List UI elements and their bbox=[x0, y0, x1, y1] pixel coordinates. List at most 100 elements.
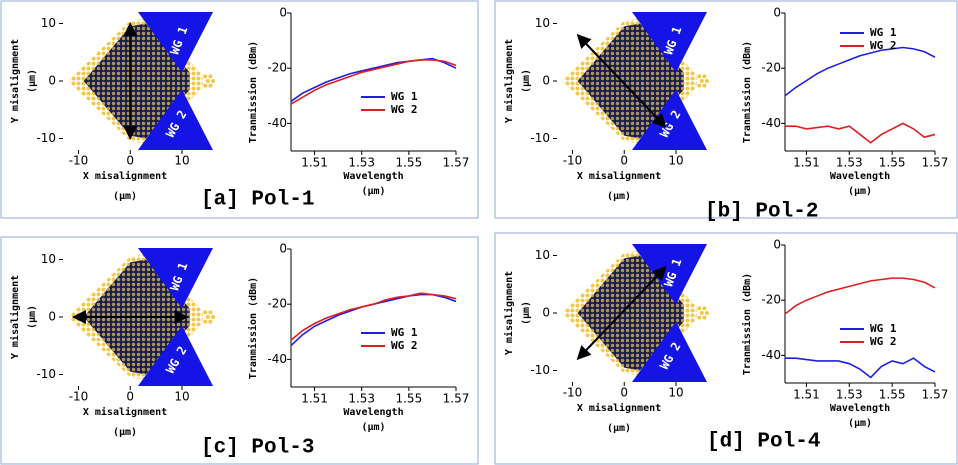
y-tick-label: -40 bbox=[761, 348, 781, 362]
x-tick-label: 1.51 bbox=[793, 388, 820, 402]
legend-label: WG 2 bbox=[391, 103, 418, 116]
panel-border bbox=[495, 233, 957, 464]
y-tick-label: -20 bbox=[267, 61, 287, 75]
x-tick-label: 1.55 bbox=[395, 156, 422, 170]
taper-dot bbox=[700, 311, 704, 315]
legend-label: WG 1 bbox=[870, 26, 897, 39]
taper-dot bbox=[697, 306, 701, 310]
panel: WG 1WG 2-10010-10010X misalignment(μm)Y … bbox=[1, 237, 478, 464]
series-line bbox=[785, 48, 935, 96]
taper-dot bbox=[206, 79, 210, 83]
taper-dot bbox=[203, 320, 207, 324]
y-tick-label: -40 bbox=[761, 116, 781, 130]
series-line bbox=[785, 358, 935, 377]
x-tick-label: 1.57 bbox=[443, 392, 470, 406]
y-tick-label: -10 bbox=[530, 363, 550, 377]
y-tick-label: 0 bbox=[48, 74, 56, 88]
taper-dot bbox=[705, 79, 709, 83]
x-tick-label: 10 bbox=[668, 154, 683, 168]
taper-dot bbox=[206, 315, 210, 319]
x-tick-label: 1.55 bbox=[879, 156, 906, 170]
taper-dot bbox=[697, 316, 701, 320]
x-tick-label: 0 bbox=[620, 386, 628, 400]
y-tick-label: -20 bbox=[267, 297, 287, 311]
y-axis-unit: (μm) bbox=[27, 305, 38, 329]
taper-dot bbox=[702, 316, 706, 320]
y-tick-label: -10 bbox=[36, 131, 56, 145]
taper-dot bbox=[208, 310, 212, 314]
y-axis-label: Y misalignment bbox=[9, 275, 21, 359]
x-axis-unit: (μm) bbox=[361, 186, 385, 197]
x-tick-label: -10 bbox=[563, 386, 583, 400]
x-tick-label: 1.51 bbox=[301, 392, 328, 406]
x-tick-label: 1.53 bbox=[348, 156, 375, 170]
x-axis-label: X misalignment bbox=[577, 170, 661, 182]
y-tick-label: 10 bbox=[41, 16, 56, 30]
panel-caption: [b] Pol-2 bbox=[705, 201, 818, 224]
x-axis-label: X misalignment bbox=[83, 170, 167, 182]
legend-label: WG 2 bbox=[870, 39, 897, 52]
panel-caption: [a] Pol-1 bbox=[201, 189, 314, 212]
taper-dot bbox=[211, 315, 215, 319]
y-axis-label: Tranmission (dBm) bbox=[741, 273, 753, 375]
taper-dot bbox=[208, 84, 212, 88]
taper-dot bbox=[697, 74, 701, 78]
x-tick-label: 1.57 bbox=[922, 156, 949, 170]
y-tick-label: 0 bbox=[773, 6, 781, 20]
x-tick-label: 0 bbox=[620, 154, 628, 168]
taper-dot bbox=[702, 306, 706, 310]
y-tick-label: 0 bbox=[542, 306, 550, 320]
x-axis-label: Wavelength bbox=[343, 171, 403, 182]
y-tick-label: -10 bbox=[36, 367, 56, 381]
taper-dot bbox=[702, 74, 706, 78]
y-axis-label: Y misalignment bbox=[503, 271, 515, 355]
x-axis-unit: (μm) bbox=[607, 191, 631, 202]
x-tick-label: 1.57 bbox=[922, 388, 949, 402]
legend-label: WG 2 bbox=[870, 335, 897, 348]
x-tick-label: -10 bbox=[69, 390, 89, 404]
taper-dot bbox=[697, 84, 701, 88]
taper-dot bbox=[208, 320, 212, 324]
y-tick-label: 10 bbox=[535, 16, 550, 30]
legend-label: WG 2 bbox=[391, 339, 418, 352]
y-axis-label: Y misalignment bbox=[9, 39, 21, 123]
x-tick-label: 1.53 bbox=[836, 156, 863, 170]
panel-caption: [c] Pol-3 bbox=[201, 437, 314, 460]
y-tick-label: 0 bbox=[773, 238, 781, 252]
x-axis-unit: (μm) bbox=[607, 423, 631, 434]
x-tick-label: 10 bbox=[668, 386, 683, 400]
x-tick-label: 1.51 bbox=[793, 156, 820, 170]
y-tick-label: -40 bbox=[267, 352, 287, 366]
y-tick-label: -40 bbox=[267, 116, 287, 130]
x-axis-unit: (μm) bbox=[113, 427, 137, 438]
taper-dot bbox=[203, 310, 207, 314]
y-tick-label: 0 bbox=[48, 310, 56, 324]
x-tick-label: 10 bbox=[174, 390, 189, 404]
y-tick-label: 10 bbox=[535, 248, 550, 262]
x-tick-label: 0 bbox=[126, 154, 134, 168]
y-axis-unit: (μm) bbox=[27, 69, 38, 93]
x-axis-unit: (μm) bbox=[848, 418, 872, 429]
panel: WG 1WG 2-10010-10010X misalignment(μm)Y … bbox=[1, 1, 478, 218]
y-tick-label: 0 bbox=[279, 6, 287, 20]
x-tick-label: 1.55 bbox=[395, 392, 422, 406]
series-line bbox=[291, 295, 456, 346]
y-axis-label: Y misalignment bbox=[503, 39, 515, 123]
x-tick-label: 1.51 bbox=[301, 156, 328, 170]
legend-label: WG 1 bbox=[870, 322, 897, 335]
panel-caption: [d] Pol-4 bbox=[707, 431, 820, 454]
taper-dot bbox=[211, 79, 215, 83]
taper-dot bbox=[203, 74, 207, 78]
x-axis-unit: (μm) bbox=[113, 191, 137, 202]
x-axis-label: Wavelength bbox=[343, 407, 403, 418]
y-tick-label: -20 bbox=[761, 293, 781, 307]
x-tick-label: -10 bbox=[563, 154, 583, 168]
x-tick-label: 0 bbox=[126, 390, 134, 404]
y-axis-label: Tranmission (dBm) bbox=[741, 41, 753, 143]
legend-label: WG 1 bbox=[391, 90, 418, 103]
x-tick-label: 1.53 bbox=[836, 388, 863, 402]
legend-label: WG 1 bbox=[391, 326, 418, 339]
y-axis-unit: (μm) bbox=[521, 301, 532, 325]
